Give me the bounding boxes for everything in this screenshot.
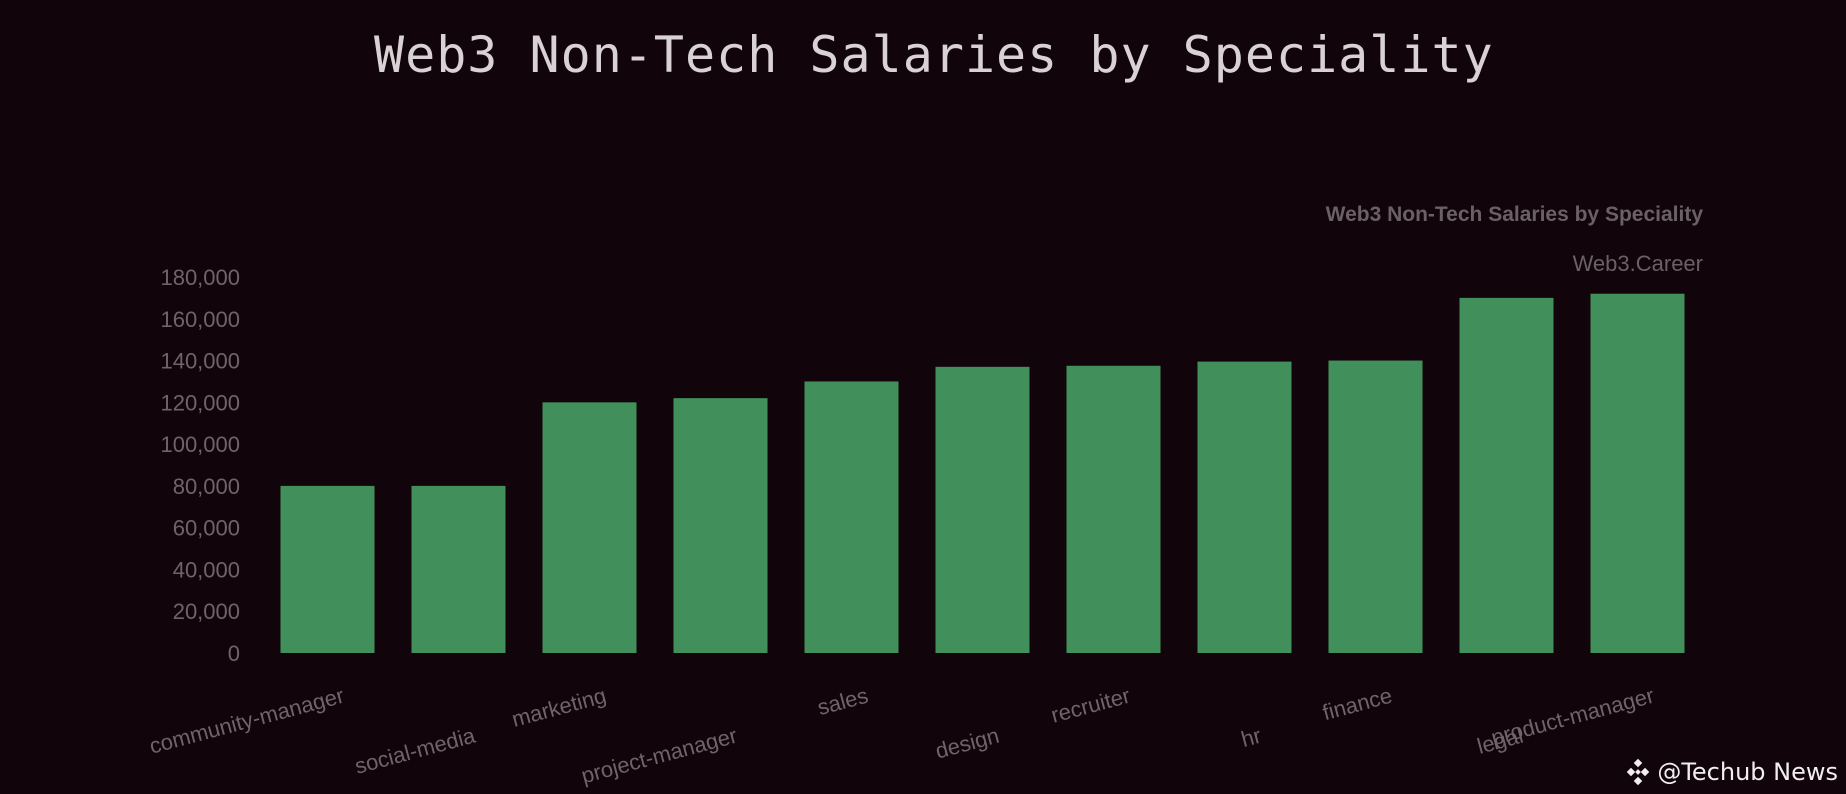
y-tick-label: 80,000 (173, 474, 240, 499)
x-tick-label: finance (1320, 683, 1395, 726)
x-tick-label: project-manager (579, 723, 740, 789)
bar-sales (804, 381, 899, 653)
y-tick-label: 180,000 (160, 265, 240, 290)
bars-group (280, 293, 1685, 653)
x-tick-label: design (933, 723, 1002, 764)
y-tick-label: 60,000 (173, 516, 240, 541)
y-tick-label: 120,000 (160, 390, 240, 415)
x-axis: community-manager social-mediamarketingpr… (147, 683, 1657, 789)
x-tick-label: social-media (352, 722, 478, 778)
x-tick-label: product-manager (1488, 683, 1656, 751)
bar-hr (1197, 361, 1292, 653)
y-tick-label: 140,000 (160, 349, 240, 374)
y-tick-label: 0 (228, 641, 240, 666)
bar-project-manager (673, 398, 768, 653)
watermark-text: @Techub News (1657, 758, 1838, 786)
bar-legal (1459, 297, 1554, 653)
page-title: Web3 Non-Tech Salaries by Speciality (374, 26, 1494, 84)
y-tick-label: 40,000 (173, 557, 240, 582)
bar-finance (1328, 360, 1423, 653)
chart-subtitle: Web3.Career (1573, 251, 1703, 276)
bar-community-manager (280, 485, 375, 653)
bar-marketing (542, 402, 637, 653)
y-tick-label: 100,000 (160, 432, 240, 457)
diamond-logo-icon (1627, 759, 1650, 785)
chart-title: Web3 Non-Tech Salaries by Speciality (1326, 203, 1704, 226)
bar-social-media (411, 485, 506, 653)
watermark: @Techub News (1625, 758, 1838, 786)
x-tick-label: recruiter (1048, 683, 1132, 728)
y-axis: 0 20,000 40,000 60,000 80,000 100,000 120,000 1… (160, 265, 240, 666)
y-tick-label: 20,000 (173, 599, 240, 624)
bar-design (935, 366, 1030, 653)
x-tick-label: hr (1238, 723, 1263, 752)
x-tick-label: community-manager (147, 683, 347, 759)
x-tick-label: sales (815, 683, 871, 720)
bar-product-manager (1590, 293, 1685, 653)
y-tick-label: 160,000 (160, 307, 240, 332)
x-tick-label: marketing (509, 683, 609, 732)
bar-recruiter (1066, 365, 1161, 653)
